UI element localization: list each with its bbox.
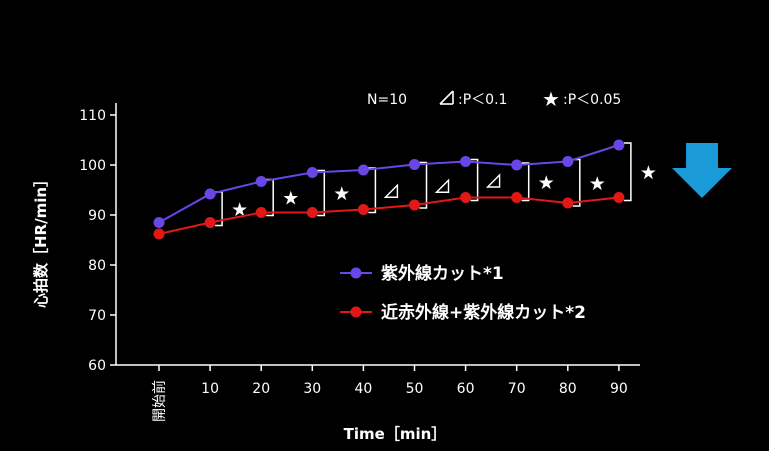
series-line-0: [158, 144, 620, 224]
y-axis-label: 心拍数［HR/min］: [32, 172, 50, 308]
significance-star: ★: [640, 162, 657, 184]
significance-bracket: [317, 169, 326, 217]
series-0-point: [511, 159, 523, 171]
trend-triangle-mark: [434, 178, 450, 193]
series-0-point: [255, 176, 267, 187]
legend-note: N=10 :P＜0.1 ★ :P＜0.05: [367, 87, 621, 111]
significance-bracket: [368, 167, 377, 214]
significance-star: ★: [282, 188, 299, 210]
legend-label-uv: 紫外線カット*1: [381, 263, 504, 284]
x-axis-label: Time［min］: [344, 425, 447, 443]
series-1-point: [255, 207, 267, 218]
legend-marker-uv: [350, 267, 362, 279]
series-1-point: [460, 192, 472, 203]
x-tick-label: 30: [303, 381, 321, 397]
x-tick-label: 60: [457, 381, 475, 397]
series-0-point: [460, 156, 472, 167]
n-count: N=10: [367, 92, 407, 108]
series-0-point: [357, 164, 369, 176]
down-arrow-icon: [672, 143, 732, 198]
trend-triangle-mark: [383, 183, 399, 198]
series-1-point: [153, 228, 165, 240]
x-tick-label: 90: [610, 381, 628, 397]
significance-bracket: [419, 161, 428, 209]
significance-bracket: [572, 158, 581, 207]
series-1-point: [204, 217, 216, 228]
y-tick-label: 70: [88, 308, 106, 324]
x-tick-label: 10: [201, 381, 219, 397]
significance-star: ★: [333, 183, 350, 205]
y-tick-label: 60: [88, 358, 106, 374]
significance-bracket: [266, 178, 274, 217]
series-0-point: [613, 139, 625, 151]
x-tick-label: 20: [252, 381, 270, 397]
y-axis-ticks: 60 70 80 90 100 110: [79, 108, 116, 374]
x-tick-label: 40: [354, 381, 372, 397]
legend-marker-nir: [350, 306, 362, 318]
series-0-point: [204, 188, 216, 200]
trend-triangle-mark: [485, 173, 501, 188]
axes: [115, 103, 640, 366]
legend: 紫外線カット*1 近赤外線+紫外線カット*2: [340, 263, 586, 323]
significance-bracket: [470, 158, 479, 202]
significance-brackets: ★★ ★ ◿◿◿ ★ ★ ★: [215, 142, 657, 227]
x-tick-label: 開始前: [151, 380, 168, 422]
y-tick-label: 80: [88, 258, 106, 274]
series-1-point: [562, 197, 574, 209]
y-tick-label: 110: [79, 108, 106, 124]
y-tick-label: 90: [88, 208, 106, 224]
series-0-point: [306, 167, 318, 178]
legend-label-nir: 近赤外線+紫外線カット*2: [381, 302, 586, 323]
significance-star: ★: [538, 172, 555, 194]
significance-bracket: [521, 162, 530, 202]
series-0-point: [562, 156, 574, 167]
trend-label: :P＜0.1: [458, 92, 507, 108]
series-1-point: [511, 192, 523, 203]
series-1-point: [613, 192, 625, 203]
series-line-1: [158, 196, 620, 235]
series-0-point: [153, 217, 165, 228]
trend-triangle-icon: [439, 90, 454, 105]
x-axis-ticks: 開始前 10 20 30 40 50 60 70 80 90: [151, 365, 628, 422]
series-1-point: [306, 207, 318, 218]
star-icon: ★: [542, 87, 560, 111]
x-tick-label: 70: [508, 381, 526, 397]
significance-star: ★: [589, 173, 606, 195]
series-1-point: [409, 199, 420, 211]
significant-label: :P＜0.05: [563, 92, 621, 108]
series-0-point: [409, 159, 420, 170]
x-tick-label: 50: [406, 381, 424, 397]
series-1-point: [357, 204, 369, 215]
significance-bracket: [623, 142, 632, 202]
x-tick-label: 80: [559, 381, 577, 397]
y-tick-label: 100: [79, 158, 106, 174]
series-lines: [153, 139, 625, 240]
